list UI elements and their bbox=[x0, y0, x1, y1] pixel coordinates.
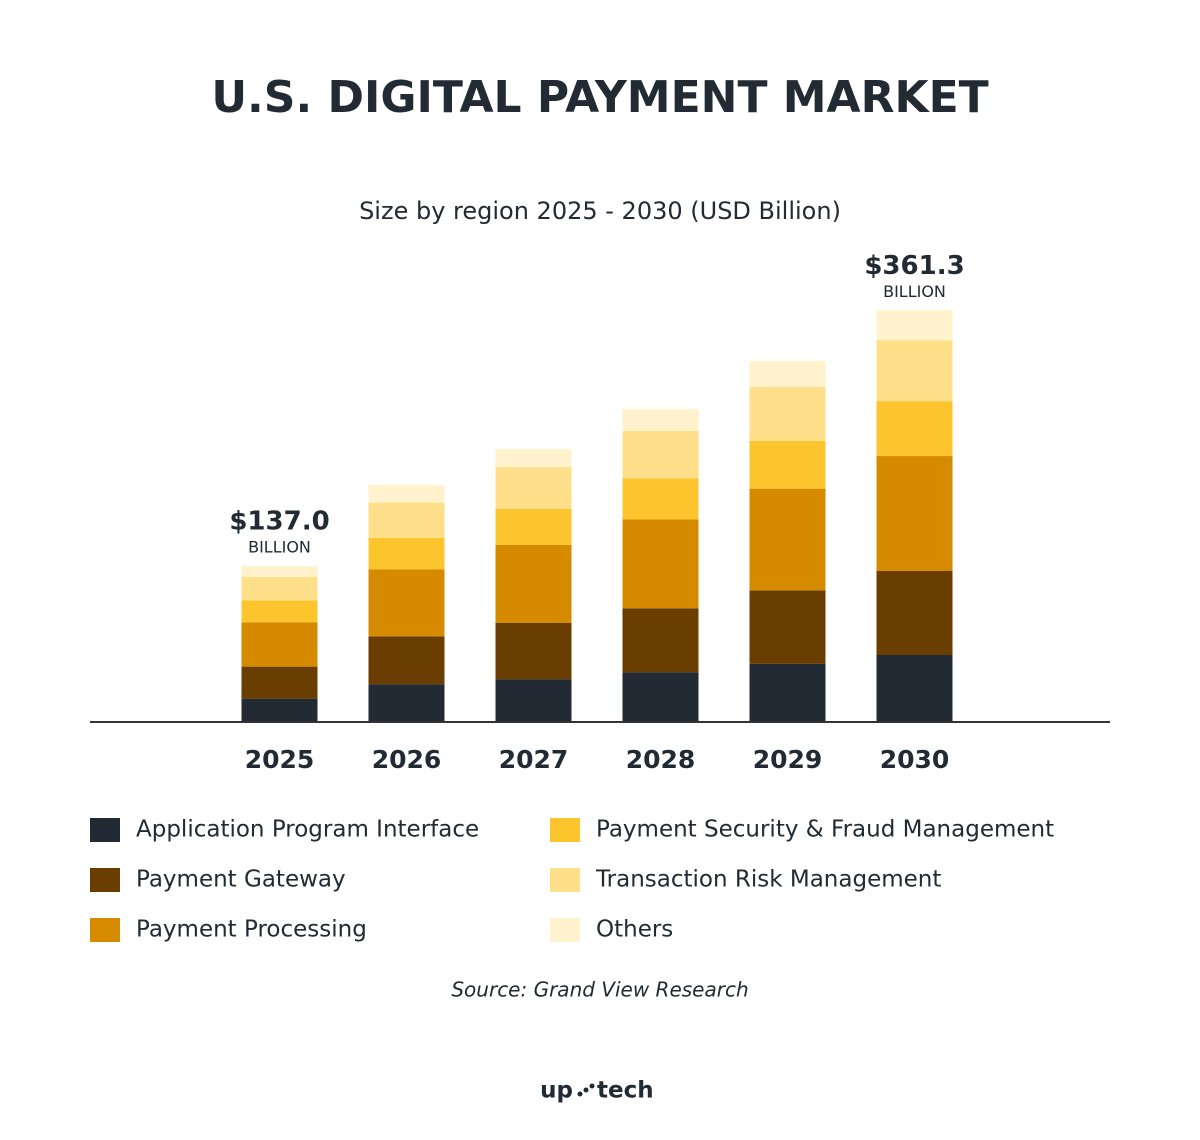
x-tick-label: 2025 bbox=[245, 745, 315, 774]
legend-swatch bbox=[90, 868, 120, 892]
source: Source: Grand View Research bbox=[451, 978, 748, 1002]
chart-title: U.S. DIGITAL PAYMENT MARKET bbox=[211, 72, 988, 123]
bar-segment bbox=[368, 502, 445, 538]
bar-segment bbox=[241, 622, 318, 667]
bar-segment bbox=[622, 430, 699, 479]
bar-segment bbox=[749, 663, 826, 722]
legend-swatch bbox=[90, 818, 120, 842]
bar-segment bbox=[241, 565, 318, 577]
bar-segment bbox=[749, 590, 826, 664]
logo: tech bbox=[597, 1078, 654, 1104]
annotation-label: $361.3 bbox=[864, 251, 964, 281]
bar-segment bbox=[622, 478, 699, 520]
x-tick-label: 2027 bbox=[499, 745, 569, 774]
legend-swatch bbox=[550, 818, 580, 842]
annotation-unit: BILLION bbox=[248, 537, 311, 556]
legend-swatch bbox=[90, 918, 120, 942]
bar-segment bbox=[368, 684, 445, 722]
bar-segment bbox=[876, 654, 953, 722]
bar-segment bbox=[368, 537, 445, 570]
bar-segment bbox=[495, 679, 572, 722]
bar-segment bbox=[749, 488, 826, 591]
x-tick-label: 2030 bbox=[880, 745, 950, 774]
x-tick-label: 2026 bbox=[372, 745, 442, 774]
bar-segment bbox=[622, 409, 699, 431]
legend-label: Others bbox=[596, 917, 673, 943]
bar-segment bbox=[876, 571, 953, 655]
x-tick-label: 2028 bbox=[626, 745, 696, 774]
bar-segment bbox=[876, 340, 953, 402]
bar-segment bbox=[368, 484, 445, 503]
bar-segment bbox=[749, 440, 826, 489]
bar-segment bbox=[495, 622, 572, 680]
legend-swatch bbox=[550, 868, 580, 892]
legend-label: Payment Security & Fraud Management bbox=[596, 817, 1054, 843]
bar-segment bbox=[368, 569, 445, 637]
bar-segment bbox=[749, 386, 826, 441]
logo: up bbox=[540, 1078, 573, 1104]
annotation-unit: BILLION bbox=[883, 282, 946, 301]
logo-icon bbox=[577, 1083, 595, 1097]
bar-segment bbox=[241, 600, 318, 623]
chart-subtitle: Size by region 2025 - 2030 (USD Billion) bbox=[359, 197, 841, 225]
bar-segment bbox=[622, 519, 699, 609]
bar-segment bbox=[241, 576, 318, 601]
bar-segment bbox=[622, 608, 699, 673]
legend-label: Transaction Risk Management bbox=[595, 867, 941, 893]
legend-label: Payment Gateway bbox=[136, 867, 346, 893]
bar-segment bbox=[876, 456, 953, 572]
bar-segment bbox=[241, 666, 318, 699]
x-tick-label: 2029 bbox=[753, 745, 823, 774]
annotation-label: $137.0 bbox=[229, 506, 329, 536]
bar-segment bbox=[622, 672, 699, 722]
legend-label: Application Program Interface bbox=[136, 817, 479, 843]
bar-segment bbox=[495, 508, 572, 545]
bar-segment bbox=[876, 310, 953, 341]
bar-segment bbox=[495, 449, 572, 468]
bar-segment bbox=[876, 401, 953, 457]
legend-label: Payment Processing bbox=[136, 917, 367, 943]
legend-swatch bbox=[550, 918, 580, 942]
bar-segment bbox=[495, 544, 572, 623]
bar-segment bbox=[241, 698, 318, 722]
bar-segment bbox=[495, 467, 572, 509]
bar-segment bbox=[368, 636, 445, 685]
bar-segment bbox=[749, 361, 826, 387]
